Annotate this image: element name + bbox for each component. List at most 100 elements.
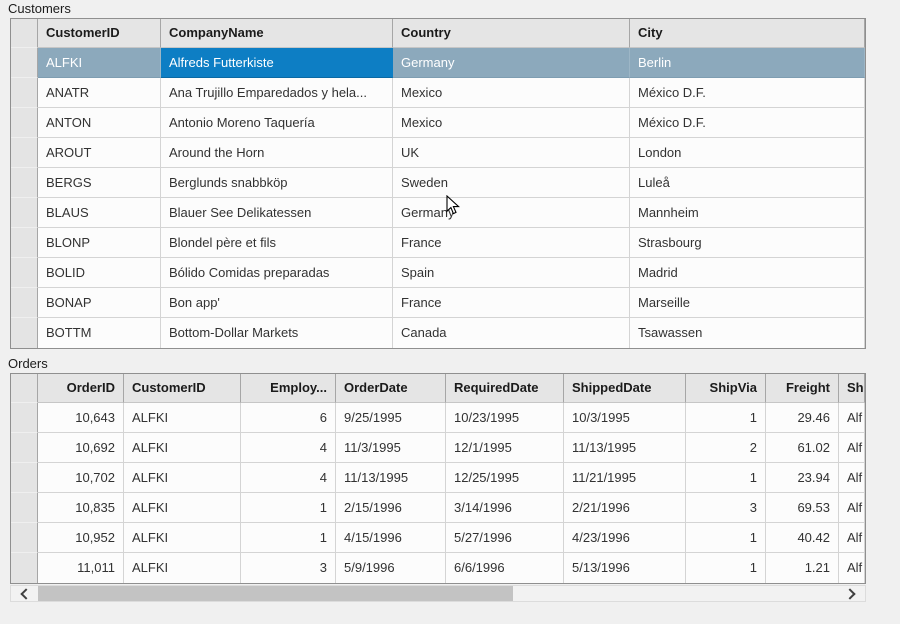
customers-row-header-2[interactable] [11, 108, 38, 138]
orders-cell-2-7[interactable]: 23.94 [766, 463, 839, 493]
orders-cell-4-0[interactable]: 10,952 [38, 523, 124, 553]
orders-column-header-requireddate[interactable]: RequiredDate [446, 374, 564, 403]
orders-cell-4-7[interactable]: 40.42 [766, 523, 839, 553]
orders-cell-2-5[interactable]: 11/21/1995 [564, 463, 686, 493]
customers-cell-6-2[interactable]: France [393, 228, 630, 258]
orders-cell-5-7[interactable]: 1.21 [766, 553, 839, 583]
customers-column-header-customerid[interactable]: CustomerID [38, 19, 161, 48]
orders-cell-0-7[interactable]: 29.46 [766, 403, 839, 433]
customers-cell-2-1[interactable]: Antonio Moreno Taquería [161, 108, 393, 138]
orders-column-header-orderid[interactable]: OrderID [38, 374, 124, 403]
customers-cell-3-2[interactable]: UK [393, 138, 630, 168]
customers-cell-8-2[interactable]: France [393, 288, 630, 318]
orders-cell-5-3[interactable]: 5/9/1996 [336, 553, 446, 583]
customers-cell-6-3[interactable]: Strasbourg [630, 228, 865, 258]
customers-cell-9-3[interactable]: Tsawassen [630, 318, 865, 348]
customers-cell-1-0[interactable]: ANATR [38, 78, 161, 108]
orders-cell-4-3[interactable]: 4/15/1996 [336, 523, 446, 553]
orders-cell-0-6[interactable]: 1 [686, 403, 766, 433]
orders-cell-3-3[interactable]: 2/15/1996 [336, 493, 446, 523]
customers-cell-0-1[interactable]: Alfreds Futterkiste [161, 48, 393, 78]
orders-select-all-corner[interactable] [11, 374, 38, 403]
customers-row-header-7[interactable] [11, 258, 38, 288]
customers-row-header-1[interactable] [11, 78, 38, 108]
customers-cell-5-0[interactable]: BLAUS [38, 198, 161, 228]
customers-row-header-8[interactable] [11, 288, 38, 318]
customers-cell-5-1[interactable]: Blauer See Delikatessen [161, 198, 393, 228]
orders-cell-5-1[interactable]: ALFKI [124, 553, 241, 583]
orders-cell-1-5[interactable]: 11/13/1995 [564, 433, 686, 463]
orders-cell-1-4[interactable]: 12/1/1995 [446, 433, 564, 463]
customers-cell-1-3[interactable]: México D.F. [630, 78, 865, 108]
customers-cell-0-3[interactable]: Berlin [630, 48, 865, 78]
orders-cell-2-4[interactable]: 12/25/1995 [446, 463, 564, 493]
orders-cell-5-8[interactable]: Alf [839, 553, 865, 583]
orders-column-header-employ[interactable]: Employ... [241, 374, 336, 403]
customers-column-header-country[interactable]: Country [393, 19, 630, 48]
customers-cell-0-2[interactable]: Germany [393, 48, 630, 78]
scrollbar-thumb[interactable] [38, 586, 513, 601]
orders-horizontal-scrollbar[interactable] [10, 585, 866, 602]
customers-cell-8-1[interactable]: Bon app' [161, 288, 393, 318]
customers-column-header-city[interactable]: City [630, 19, 865, 48]
customers-cell-0-0[interactable]: ALFKI [38, 48, 161, 78]
orders-cell-3-8[interactable]: Alf [839, 493, 865, 523]
orders-cell-1-6[interactable]: 2 [686, 433, 766, 463]
orders-cell-0-5[interactable]: 10/3/1995 [564, 403, 686, 433]
orders-cell-0-1[interactable]: ALFKI [124, 403, 241, 433]
customers-cell-7-3[interactable]: Madrid [630, 258, 865, 288]
customers-row-header-3[interactable] [11, 138, 38, 168]
orders-cell-4-5[interactable]: 4/23/1996 [564, 523, 686, 553]
customers-cell-3-0[interactable]: AROUT [38, 138, 161, 168]
customers-cell-4-2[interactable]: Sweden [393, 168, 630, 198]
orders-column-header-shipvia[interactable]: ShipVia [686, 374, 766, 403]
customers-cell-8-0[interactable]: BONAP [38, 288, 161, 318]
scroll-left-button[interactable] [11, 586, 38, 601]
customers-row-header-5[interactable] [11, 198, 38, 228]
customers-cell-7-0[interactable]: BOLID [38, 258, 161, 288]
orders-row-header-0[interactable] [11, 403, 38, 433]
orders-cell-4-2[interactable]: 1 [241, 523, 336, 553]
orders-row-header-4[interactable] [11, 523, 38, 553]
orders-cell-5-2[interactable]: 3 [241, 553, 336, 583]
customers-cell-2-3[interactable]: México D.F. [630, 108, 865, 138]
orders-cell-3-7[interactable]: 69.53 [766, 493, 839, 523]
customers-cell-4-1[interactable]: Berglunds snabbköp [161, 168, 393, 198]
orders-cell-0-3[interactable]: 9/25/1995 [336, 403, 446, 433]
orders-cell-1-2[interactable]: 4 [241, 433, 336, 463]
customers-cell-9-1[interactable]: Bottom-Dollar Markets [161, 318, 393, 348]
orders-cell-1-0[interactable]: 10,692 [38, 433, 124, 463]
orders-row-header-1[interactable] [11, 433, 38, 463]
orders-cell-2-6[interactable]: 1 [686, 463, 766, 493]
customers-cell-2-0[interactable]: ANTON [38, 108, 161, 138]
orders-cell-1-7[interactable]: 61.02 [766, 433, 839, 463]
orders-cell-1-8[interactable]: Alf [839, 433, 865, 463]
orders-cell-3-1[interactable]: ALFKI [124, 493, 241, 523]
orders-column-header-shi[interactable]: Shi [839, 374, 865, 403]
orders-cell-4-8[interactable]: Alf [839, 523, 865, 553]
customers-cell-2-2[interactable]: Mexico [393, 108, 630, 138]
customers-row-header-6[interactable] [11, 228, 38, 258]
customers-row-header-9[interactable] [11, 318, 38, 348]
customers-cell-6-1[interactable]: Blondel père et fils [161, 228, 393, 258]
orders-cell-5-6[interactable]: 1 [686, 553, 766, 583]
customers-row-header-4[interactable] [11, 168, 38, 198]
orders-cell-2-1[interactable]: ALFKI [124, 463, 241, 493]
orders-cell-1-3[interactable]: 11/3/1995 [336, 433, 446, 463]
orders-cell-0-4[interactable]: 10/23/1995 [446, 403, 564, 433]
orders-cell-0-2[interactable]: 6 [241, 403, 336, 433]
customers-cell-4-0[interactable]: BERGS [38, 168, 161, 198]
orders-row-header-5[interactable] [11, 553, 38, 583]
customers-cell-4-3[interactable]: Luleå [630, 168, 865, 198]
orders-cell-2-8[interactable]: Alf [839, 463, 865, 493]
customers-cell-1-1[interactable]: Ana Trujillo Emparedados y hela... [161, 78, 393, 108]
orders-cell-3-2[interactable]: 1 [241, 493, 336, 523]
orders-column-header-shippeddate[interactable]: ShippedDate [564, 374, 686, 403]
orders-cell-1-1[interactable]: ALFKI [124, 433, 241, 463]
orders-cell-3-4[interactable]: 3/14/1996 [446, 493, 564, 523]
customers-cell-6-0[interactable]: BLONP [38, 228, 161, 258]
customers-cell-5-2[interactable]: Germany [393, 198, 630, 228]
orders-row-header-3[interactable] [11, 493, 38, 523]
orders-cell-3-6[interactable]: 3 [686, 493, 766, 523]
customers-cell-7-1[interactable]: Bólido Comidas preparadas [161, 258, 393, 288]
